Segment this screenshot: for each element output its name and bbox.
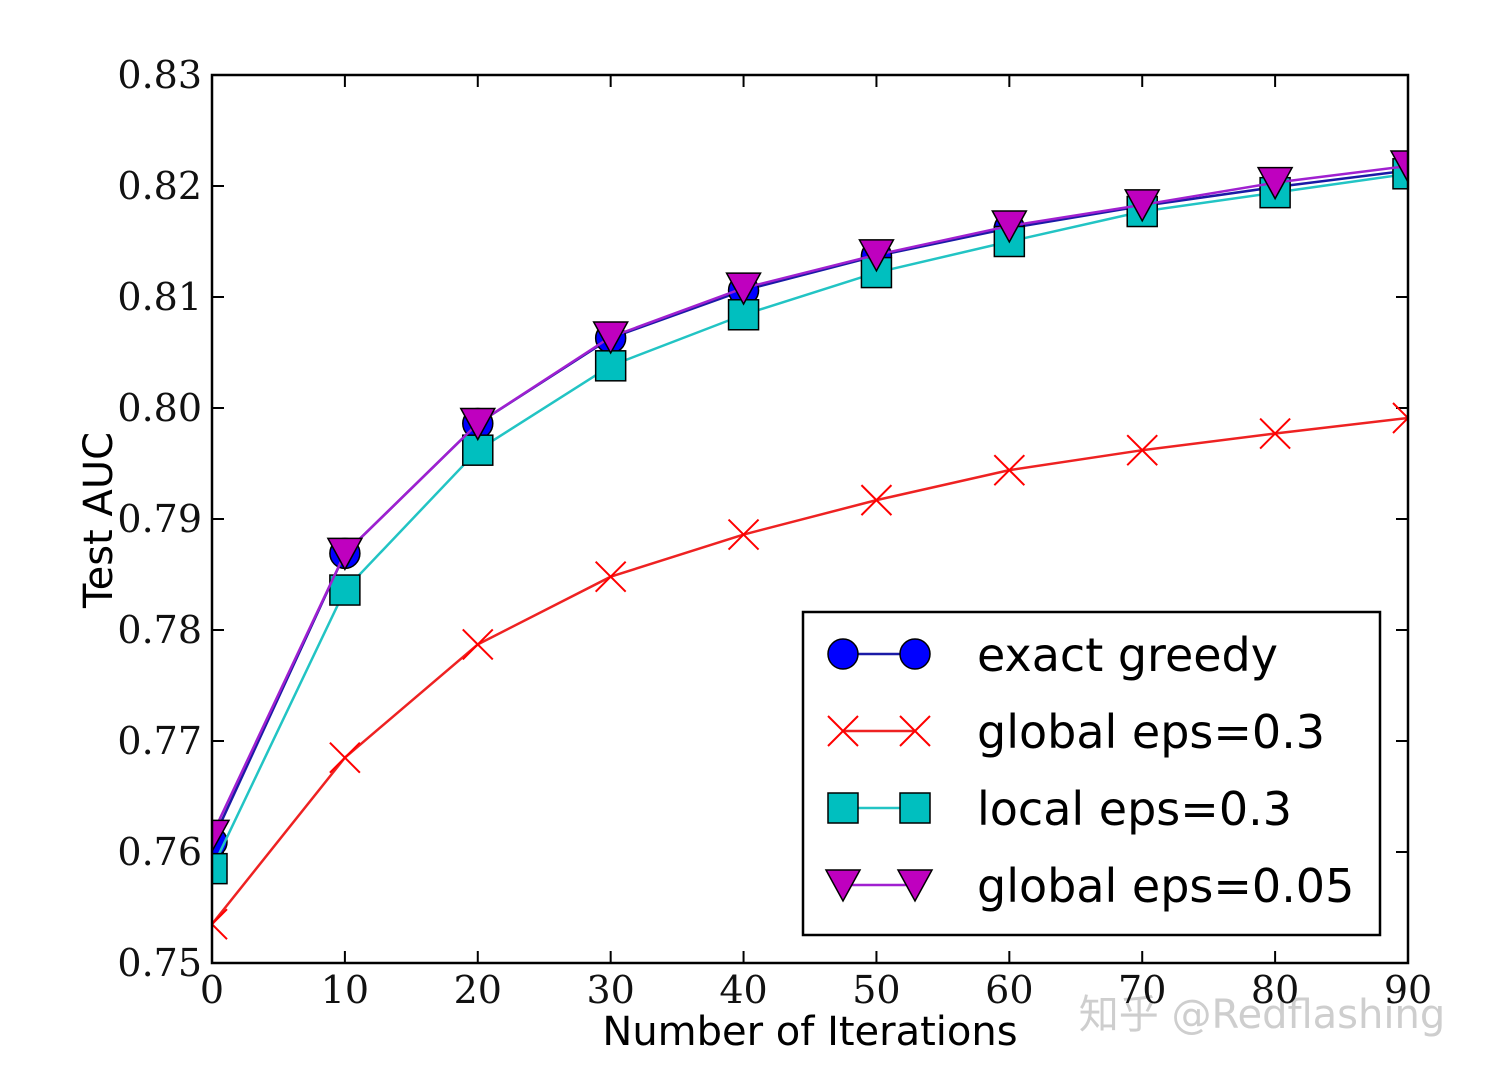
marker bbox=[991, 210, 1028, 244]
x-tick-label: 0 bbox=[200, 968, 224, 1012]
marker bbox=[858, 239, 895, 273]
marker bbox=[993, 454, 1026, 486]
marker bbox=[1123, 189, 1161, 223]
x-tick-label: 30 bbox=[586, 968, 634, 1012]
y-tick-label: 0.80 bbox=[117, 386, 202, 430]
y-tick-label: 0.78 bbox=[117, 608, 202, 652]
marker bbox=[899, 638, 931, 670]
series-line bbox=[212, 172, 1408, 870]
y-tick-label: 0.75 bbox=[117, 941, 202, 985]
marker bbox=[462, 628, 494, 661]
marker bbox=[594, 350, 627, 382]
marker bbox=[860, 484, 893, 516]
x-tick-label: 80 bbox=[1251, 968, 1299, 1012]
marker bbox=[824, 869, 862, 903]
marker bbox=[899, 792, 931, 824]
marker bbox=[1259, 417, 1291, 450]
y-tick-label: 0.83 bbox=[117, 53, 202, 97]
legend-label: exact greedy bbox=[977, 628, 1278, 682]
legend-label: global eps=0.3 bbox=[977, 705, 1325, 759]
marker bbox=[329, 741, 361, 774]
marker bbox=[212, 908, 228, 940]
y-tick-label: 0.77 bbox=[117, 719, 202, 763]
x-axis-label: Number of Iterations bbox=[602, 1009, 1017, 1055]
x-tick-label: 10 bbox=[321, 968, 369, 1012]
marker bbox=[727, 518, 760, 551]
series-line bbox=[212, 164, 1408, 836]
x-tick-label: 90 bbox=[1384, 968, 1432, 1012]
marker bbox=[827, 792, 859, 824]
x-tick-label: 20 bbox=[454, 968, 502, 1012]
marker bbox=[212, 852, 228, 885]
marker bbox=[1389, 150, 1408, 184]
y-tick-label: 0.76 bbox=[117, 830, 202, 874]
marker bbox=[212, 819, 231, 853]
y-tick-label: 0.82 bbox=[117, 164, 202, 208]
x-tick-label: 60 bbox=[985, 968, 1033, 1012]
marker bbox=[896, 869, 934, 903]
marker bbox=[592, 321, 629, 355]
marker bbox=[1256, 166, 1294, 201]
legend-label: global eps=0.05 bbox=[977, 859, 1354, 913]
marker bbox=[1126, 434, 1158, 466]
x-tick-label: 40 bbox=[719, 968, 767, 1012]
marker bbox=[1392, 402, 1408, 434]
y-axis-label: Test AUC bbox=[76, 432, 122, 609]
legend: exact greedy global eps=0.3 local eps=0.3 g… bbox=[801, 610, 1382, 937]
marker bbox=[827, 638, 859, 670]
legend-frame bbox=[801, 610, 1382, 937]
marker bbox=[459, 407, 497, 442]
marker bbox=[725, 272, 762, 306]
plot-area bbox=[212, 150, 1408, 940]
marker bbox=[326, 537, 364, 571]
y-tick-label: 0.79 bbox=[117, 497, 202, 541]
series-line bbox=[212, 416, 1408, 925]
y-tick-label: 0.81 bbox=[117, 275, 202, 319]
marker bbox=[594, 561, 627, 593]
marker bbox=[827, 715, 859, 747]
plot-frame bbox=[210, 73, 1410, 965]
marker bbox=[899, 715, 931, 747]
marker bbox=[329, 574, 361, 606]
x-tick-label: 50 bbox=[852, 968, 900, 1012]
watermark: 知乎 @Redflashing bbox=[1079, 992, 1445, 1038]
x-tick-label: 70 bbox=[1118, 968, 1166, 1012]
legend-label: local eps=0.3 bbox=[977, 782, 1292, 836]
